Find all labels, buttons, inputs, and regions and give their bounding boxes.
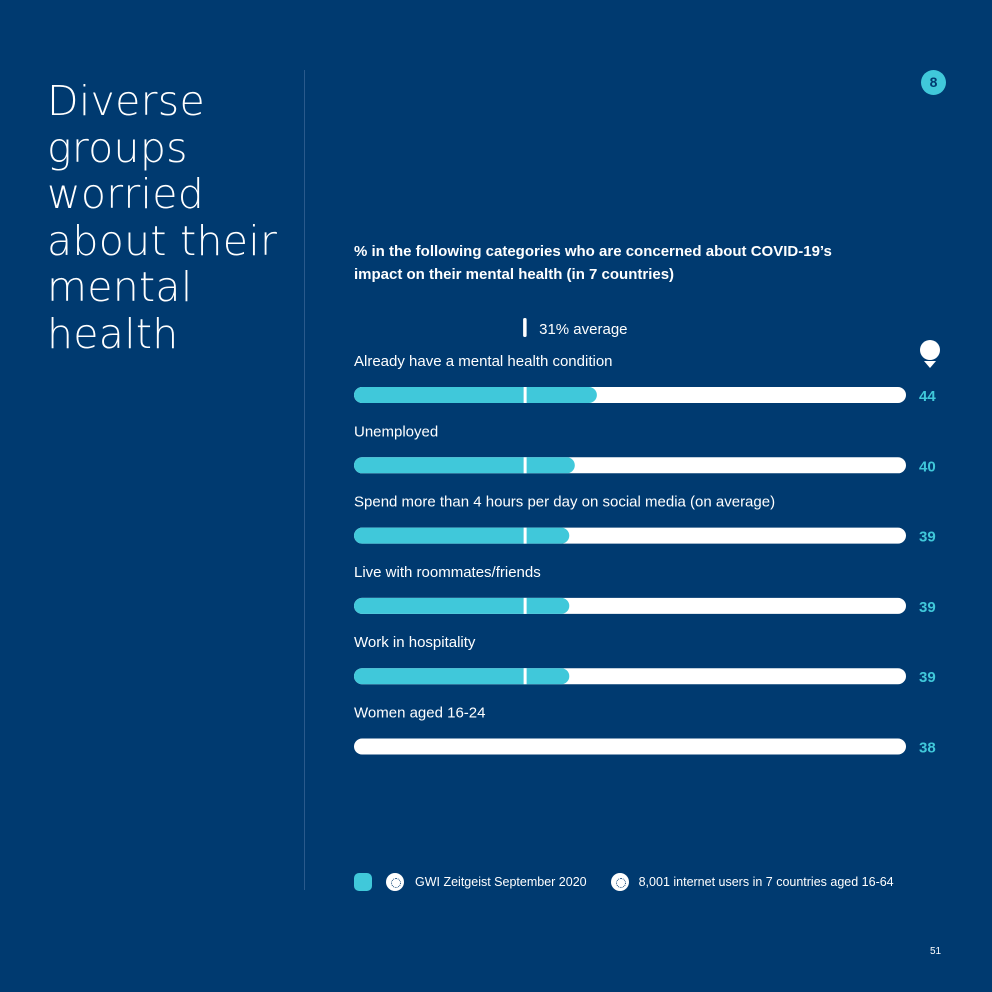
headline-line: worried bbox=[47, 170, 205, 218]
category-label: Spend more than 4 hours per day on socia… bbox=[354, 494, 775, 511]
average-marker bbox=[523, 457, 527, 474]
bar-fill bbox=[354, 597, 570, 614]
headline-line: about their bbox=[47, 216, 278, 265]
category-label: Live with roommates/friends bbox=[354, 564, 541, 581]
bar-fill bbox=[354, 668, 570, 685]
chart-footer: GWI Zeitgeist September 2020 8,001 inter… bbox=[354, 872, 894, 892]
headline-line: mental bbox=[47, 263, 193, 311]
section-number-badge: 8 bbox=[921, 70, 946, 95]
source-icon bbox=[386, 873, 404, 891]
base-icon bbox=[610, 873, 629, 891]
average-label: 31% average bbox=[539, 321, 627, 338]
footer-base: 8,001 internet users in 7 countries aged… bbox=[638, 875, 894, 889]
average-legend-marker bbox=[523, 318, 527, 337]
category-label: Women aged 16-24 bbox=[354, 705, 485, 722]
average-marker bbox=[523, 527, 527, 544]
value-label: 39 bbox=[919, 529, 936, 546]
category-label: Work in hospitality bbox=[354, 634, 476, 651]
bar-fill bbox=[354, 387, 597, 403]
bar-fill bbox=[354, 527, 570, 544]
pin-icon bbox=[920, 340, 940, 360]
average-marker bbox=[523, 668, 527, 685]
headline-line: Diverse bbox=[47, 77, 205, 125]
average-marker bbox=[523, 387, 527, 403]
footer-source: GWI Zeitgeist September 2020 bbox=[415, 875, 587, 889]
average-marker bbox=[523, 597, 527, 614]
pin-icon-tip bbox=[924, 361, 936, 368]
value-label: 39 bbox=[919, 669, 936, 686]
category-label: Already have a mental health condition bbox=[354, 353, 613, 370]
headline: Diverse groups worried about their menta… bbox=[47, 78, 292, 357]
value-label: 38 bbox=[919, 740, 936, 757]
headline-line: groups bbox=[47, 123, 188, 172]
value-label: 39 bbox=[919, 599, 936, 616]
chart-title: % in the following categories who are co… bbox=[354, 243, 832, 283]
value-label: 44 bbox=[919, 388, 936, 405]
vertical-divider bbox=[304, 70, 305, 890]
value-label: 40 bbox=[919, 458, 936, 475]
category-label: Unemployed bbox=[354, 423, 438, 440]
bar-fill bbox=[354, 457, 575, 474]
page-number: 51 bbox=[930, 946, 942, 957]
bar-track bbox=[354, 738, 906, 755]
headline-line: health bbox=[47, 309, 179, 358]
average-marker bbox=[523, 738, 527, 755]
info-icon[interactable] bbox=[354, 873, 372, 891]
